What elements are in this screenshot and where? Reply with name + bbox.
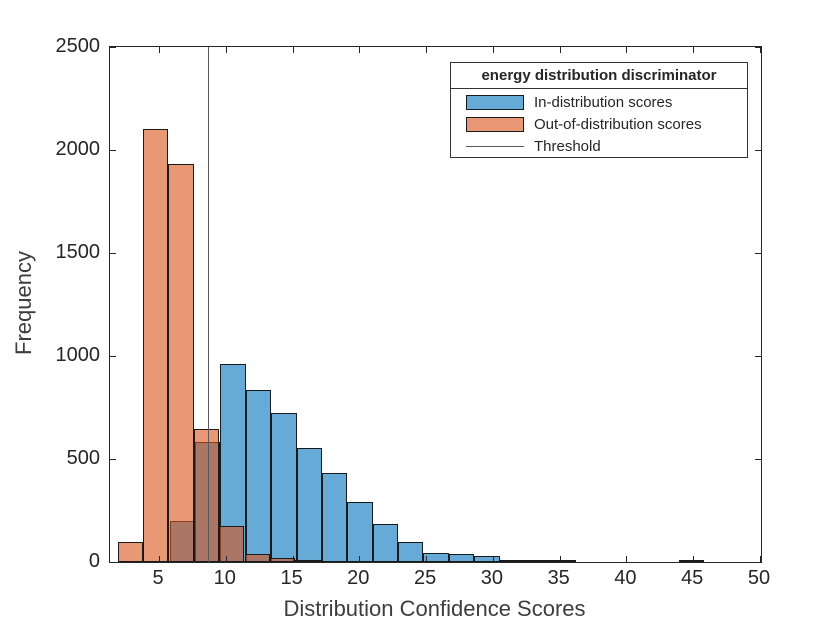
x-tick bbox=[492, 556, 494, 562]
histogram-bar-in-distribution bbox=[448, 553, 475, 562]
y-tick bbox=[755, 47, 761, 48]
x-tick bbox=[693, 47, 695, 53]
histogram-bar-in-distribution bbox=[347, 502, 373, 562]
histogram-bar-out-of-distribution bbox=[193, 429, 220, 562]
histogram-bar-out-of-distribution bbox=[269, 558, 296, 562]
y-tick-label: 500 bbox=[66, 447, 100, 469]
y-tick bbox=[755, 562, 761, 563]
legend-title: energy distribution discriminator bbox=[451, 63, 747, 89]
x-tick-label: 45 bbox=[681, 567, 704, 589]
x-tick bbox=[292, 47, 294, 53]
histogram-bar-out-of-distribution bbox=[219, 525, 245, 562]
y-tick-label: 2000 bbox=[55, 138, 101, 160]
y-tick-label: 2500 bbox=[55, 35, 101, 57]
x-tick bbox=[292, 556, 294, 562]
histogram-bar-in-distribution bbox=[474, 555, 500, 562]
histogram-bar-out-of-distribution bbox=[117, 542, 143, 562]
x-tick bbox=[159, 47, 160, 53]
histogram-bar-in-distribution bbox=[678, 560, 704, 562]
y-axis-label: Frequency bbox=[11, 251, 36, 355]
x-tick-label: 30 bbox=[480, 567, 504, 589]
x-axis-label: Distribution Confidence Scores bbox=[283, 596, 586, 621]
histogram-bar-out-of-distribution bbox=[168, 164, 194, 562]
histogram-bar-out-of-distribution bbox=[244, 553, 270, 562]
x-tick bbox=[760, 556, 761, 562]
x-tick-label: 25 bbox=[413, 567, 437, 589]
histogram-bar-in-distribution bbox=[550, 560, 576, 562]
x-tick bbox=[225, 47, 227, 53]
legend-items: In-distribution scores Out-of-distributi… bbox=[451, 89, 747, 157]
x-tick-label: 20 bbox=[347, 567, 370, 589]
histogram-bar-in-distribution bbox=[271, 412, 297, 562]
histogram-bar-in-distribution bbox=[423, 552, 449, 562]
y-tick bbox=[110, 253, 116, 254]
y-tick bbox=[110, 459, 116, 460]
x-tick bbox=[225, 556, 227, 562]
histogram-bar-in-distribution bbox=[499, 559, 525, 562]
y-tick-label: 1500 bbox=[55, 241, 101, 263]
x-tick-label: 40 bbox=[614, 567, 637, 589]
x-tick bbox=[760, 47, 761, 53]
legend-item-label: In-distribution scores bbox=[534, 93, 673, 111]
x-tick-label: 10 bbox=[213, 567, 236, 589]
legend-item-in-distribution: In-distribution scores bbox=[451, 91, 747, 113]
histogram-bar-out-of-distribution bbox=[295, 560, 321, 562]
x-tick bbox=[626, 556, 628, 562]
in-distribution-swatch-icon bbox=[466, 94, 524, 110]
out-of-distribution-swatch-icon bbox=[466, 116, 524, 132]
legend: energy distribution discriminator In-dis… bbox=[450, 62, 748, 158]
y-tick bbox=[110, 47, 116, 48]
x-tick bbox=[359, 556, 361, 562]
threshold-line-sample-icon bbox=[466, 145, 524, 147]
histogram-bar-in-distribution bbox=[321, 473, 348, 562]
y-tick-label: 0 bbox=[88, 550, 100, 572]
x-tick-label: 50 bbox=[747, 567, 771, 589]
y-tick bbox=[110, 356, 116, 357]
x-tick bbox=[693, 556, 695, 562]
histogram-bar-in-distribution bbox=[372, 523, 399, 562]
x-tick bbox=[559, 556, 561, 562]
y-tick-label: 1000 bbox=[55, 344, 101, 366]
histogram-bar-in-distribution bbox=[398, 542, 424, 562]
legend-item-label: Threshold bbox=[534, 137, 601, 155]
histogram-bar-in-distribution bbox=[296, 447, 322, 562]
y-tick bbox=[110, 150, 116, 151]
y-tick bbox=[110, 562, 116, 563]
y-tick bbox=[755, 253, 761, 254]
legend-item-label: Out-of-distribution scores bbox=[534, 115, 702, 133]
histogram-bar-out-of-distribution bbox=[143, 129, 169, 562]
legend-item-out-of-distribution: Out-of-distribution scores bbox=[451, 113, 747, 135]
legend-item-threshold: Threshold bbox=[451, 135, 747, 157]
x-tick bbox=[426, 47, 428, 53]
y-tick bbox=[755, 150, 761, 151]
y-tick bbox=[755, 356, 761, 357]
x-tick bbox=[626, 47, 628, 53]
x-tick-label: 5 bbox=[152, 567, 164, 589]
histogram-bar-in-distribution bbox=[524, 560, 551, 562]
x-tick bbox=[559, 47, 561, 53]
y-tick bbox=[755, 459, 761, 460]
x-tick bbox=[492, 47, 494, 53]
x-tick bbox=[359, 47, 361, 53]
x-tick-label: 35 bbox=[547, 567, 570, 589]
histogram-bar-in-distribution bbox=[245, 390, 272, 562]
x-tick bbox=[426, 556, 428, 562]
x-tick-label: 15 bbox=[280, 567, 303, 589]
threshold-line bbox=[208, 47, 209, 562]
x-tick bbox=[159, 556, 160, 562]
